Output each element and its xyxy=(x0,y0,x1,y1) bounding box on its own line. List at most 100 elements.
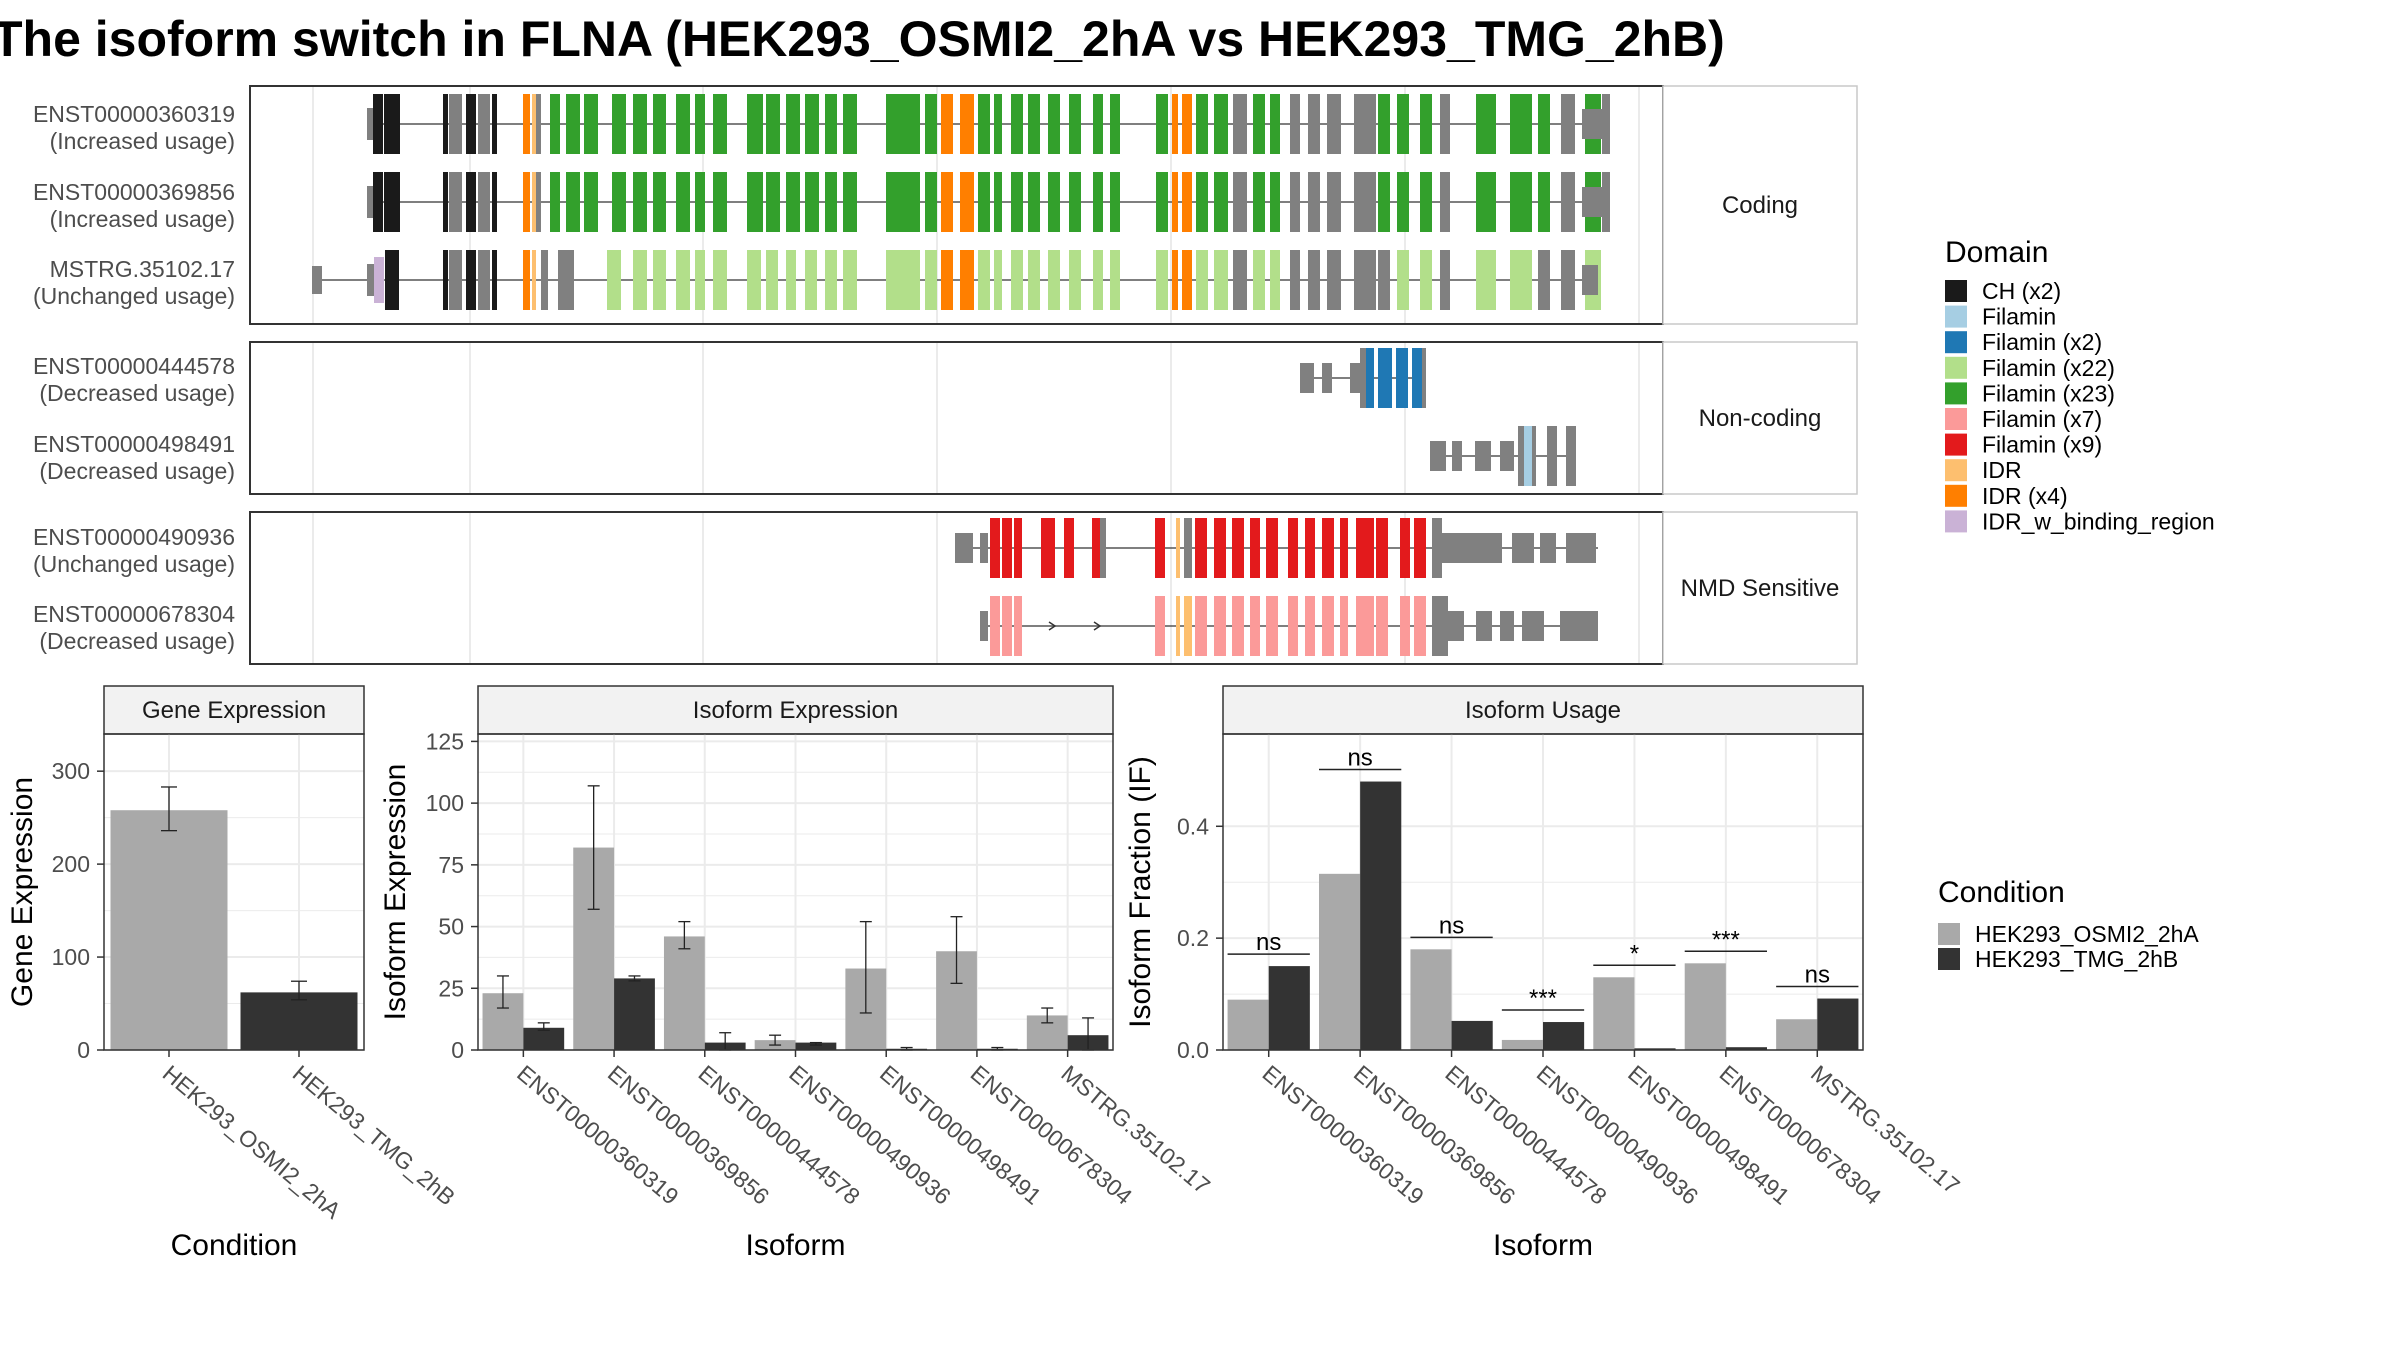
domain-legend-label: IDR (x4) xyxy=(1982,483,2068,509)
exon-block xyxy=(1048,172,1060,232)
x-tick-label: ENST00000360319 xyxy=(1258,1060,1430,1210)
bar xyxy=(1725,1047,1767,1050)
exon-block xyxy=(1250,596,1260,656)
exon-block xyxy=(925,172,937,232)
exon-block xyxy=(1305,518,1315,578)
chart-title: Gene Expression xyxy=(142,697,326,724)
x-tick-label: ENST00000369856 xyxy=(1349,1060,1521,1210)
x-axis-label: Condition xyxy=(171,1229,298,1262)
exon-block xyxy=(633,94,647,154)
exon-block xyxy=(1288,518,1298,578)
exon-block xyxy=(1002,596,1012,656)
exon-block xyxy=(1376,518,1388,578)
exon-block xyxy=(1566,533,1596,563)
exon-block xyxy=(805,250,817,310)
direction-arrow xyxy=(1093,621,1102,631)
x-tick-label: ENST00000360319 xyxy=(512,1060,684,1210)
exon-block xyxy=(633,172,647,232)
exon-block xyxy=(1305,596,1315,656)
exon-block xyxy=(566,94,580,154)
bar xyxy=(1360,781,1402,1050)
exon-block xyxy=(384,172,400,232)
exon-block xyxy=(1476,94,1496,154)
exon-block xyxy=(941,250,953,310)
domain-legend-label: IDR_w_binding_region xyxy=(1982,508,2215,534)
exon-block xyxy=(1518,426,1524,486)
exon-block xyxy=(1400,596,1410,656)
exon-block xyxy=(1582,265,1598,295)
exon-block xyxy=(1214,518,1226,578)
exon-block xyxy=(653,94,666,154)
exon-block xyxy=(1354,94,1376,154)
exon-block xyxy=(1028,172,1040,232)
exon-block xyxy=(1195,596,1207,656)
exon-block xyxy=(1340,596,1348,656)
exon-block xyxy=(941,94,953,154)
exon-block xyxy=(1290,94,1300,154)
exon-block xyxy=(1397,172,1409,232)
exon-block xyxy=(1510,172,1532,232)
domain-legend-swatch xyxy=(1945,433,1967,456)
exon-block xyxy=(766,94,780,154)
exon-block xyxy=(1156,172,1168,232)
exon-block xyxy=(385,250,399,310)
exon-block xyxy=(960,172,974,232)
domain-legend-swatch xyxy=(1945,484,1967,507)
exon-block xyxy=(466,172,476,232)
exon-block xyxy=(1440,250,1450,310)
exon-block xyxy=(1582,109,1608,139)
track-status-label: (Decreased usage) xyxy=(39,380,235,406)
exon-block xyxy=(1327,250,1341,310)
isoform-expression-chart: Isoform Expression 0 25 50 75 100 125 ENST00000… xyxy=(379,685,1215,1262)
exon-block xyxy=(904,172,920,232)
exon-block xyxy=(1538,250,1550,310)
exon-block xyxy=(1184,518,1192,578)
domain-legend-label: Filamin (x22) xyxy=(1982,355,2115,381)
figure-title: The isoform switch in FLNA (HEK293_OSMI2… xyxy=(0,11,1725,67)
exon-block xyxy=(1290,172,1300,232)
track-id-label: ENST00000444578 xyxy=(33,353,235,379)
exon-block xyxy=(676,94,690,154)
exon-block xyxy=(367,186,377,218)
strip-coding xyxy=(1662,85,1858,325)
condition-legend-label: HEK293_TMG_2hB xyxy=(1975,946,2178,972)
exon-block xyxy=(1322,363,1332,393)
exon-block xyxy=(550,172,560,232)
exon-block xyxy=(1354,250,1376,310)
exon-block xyxy=(1182,172,1192,232)
strip-label-coding: Coding xyxy=(1722,192,1798,219)
exon-block xyxy=(1110,172,1120,232)
x-tick-label: ENST00000444578 xyxy=(694,1060,866,1210)
exon-block xyxy=(523,172,530,232)
exon-block xyxy=(1532,426,1536,486)
exon-block xyxy=(1069,250,1081,310)
domain-legend-swatch xyxy=(1945,510,1967,533)
exon-block xyxy=(805,94,819,154)
exon-block xyxy=(825,172,837,232)
exon-block xyxy=(1308,250,1320,310)
exon-block xyxy=(1014,596,1022,656)
exon-block xyxy=(1253,172,1265,232)
exon-block xyxy=(1566,426,1576,486)
exon-block xyxy=(1093,250,1103,310)
x-tick-label: ENST00000678304 xyxy=(966,1060,1138,1210)
exon-block xyxy=(1214,596,1226,656)
exon-block xyxy=(1233,250,1247,310)
exon-block xyxy=(523,94,530,154)
track-status-label: (Increased usage) xyxy=(50,128,235,154)
exon-block xyxy=(1253,250,1265,310)
exon-block xyxy=(1412,348,1422,408)
strip-label-nmd: NMD Sensitive xyxy=(1681,575,1840,602)
x-axis-label: Isoform xyxy=(1493,1229,1593,1262)
bar xyxy=(1227,999,1269,1050)
exon-block xyxy=(1524,426,1532,486)
exon-block xyxy=(1172,94,1178,154)
exon-block xyxy=(1196,172,1208,232)
exon-block xyxy=(1414,518,1426,578)
domain-legend-label: Filamin (x7) xyxy=(1982,406,2102,432)
exon-block xyxy=(1176,518,1180,578)
exon-block xyxy=(1300,363,1314,393)
track-status-label: (Decreased usage) xyxy=(39,458,235,484)
